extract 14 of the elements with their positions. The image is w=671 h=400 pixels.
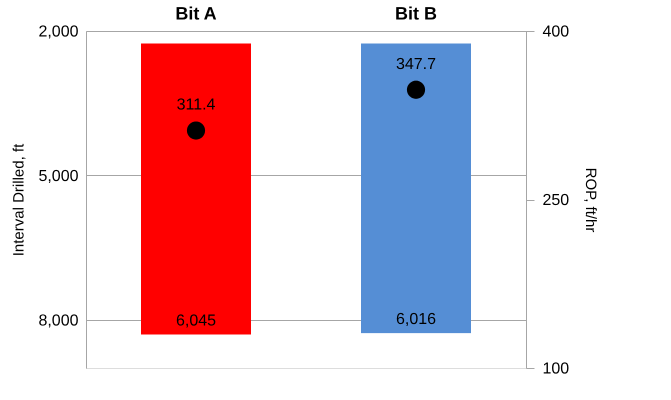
y-tick-label: 8,000 (38, 312, 79, 330)
y2-tick-label: 100 (542, 360, 570, 378)
y-tick-label: 5,000 (38, 168, 79, 185)
y2-tick-label: 250 (542, 192, 570, 209)
data-label: 6,016 (396, 311, 436, 328)
y-tick-label: 2,000 (38, 24, 79, 40)
y2-tick-label: 400 (542, 24, 570, 40)
x-tick-label: Bit A (175, 4, 217, 24)
y-axis-title: Interval Drilled, ft (10, 142, 28, 256)
x-tick-label: Bit B (395, 4, 437, 24)
data-label: 347.7 (396, 56, 436, 73)
data-label: 6,045 (176, 312, 216, 330)
y2-axis-title: ROP, ft/hr (582, 168, 600, 232)
data-label: 311.4 (176, 96, 216, 114)
